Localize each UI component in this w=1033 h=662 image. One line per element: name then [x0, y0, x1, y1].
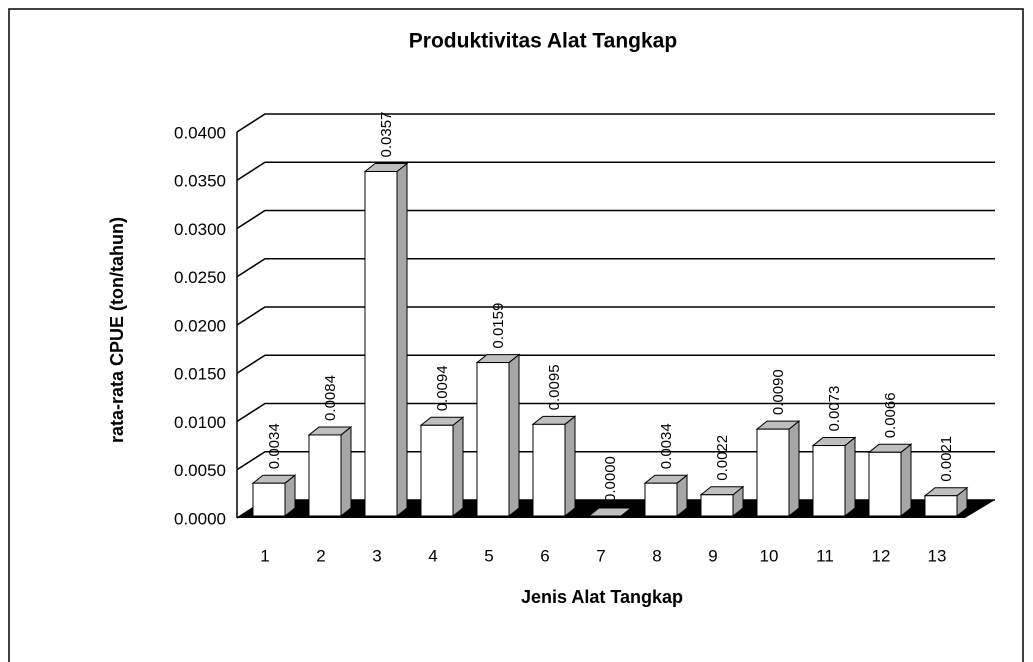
grid-line	[236, 209, 995, 230]
x-tick-label: 13	[928, 546, 947, 565]
x-tick-label: 8	[652, 546, 661, 565]
bar-face	[532, 423, 566, 517]
y-tick-label: 0.0300	[174, 220, 226, 239]
y-tick-label: 0.0200	[174, 316, 226, 335]
y-tick-label: 0.0350	[174, 172, 226, 191]
value-label: 0.0034	[266, 423, 283, 469]
bar	[867, 443, 913, 518]
bar	[587, 507, 633, 517]
bar	[251, 474, 297, 518]
bar-face	[812, 445, 846, 517]
bar	[419, 416, 465, 518]
grid-line	[236, 451, 995, 471]
grid-line	[236, 402, 995, 423]
y-tick-label: 0.0100	[174, 413, 226, 432]
y-tick-label: 0.0050	[174, 461, 226, 480]
y-tick-label: 0.0250	[174, 268, 226, 287]
bar-face	[420, 424, 454, 517]
bar-face	[700, 494, 734, 517]
value-label: 0.0090	[770, 369, 787, 415]
value-label: 0.0094	[434, 365, 451, 411]
x-tick-label: 3	[372, 546, 381, 565]
grid-line	[236, 161, 995, 181]
bar-face	[788, 420, 800, 518]
value-label: 0.0066	[882, 392, 899, 438]
chart-title: Produktivitas Alat Tangkap	[409, 30, 677, 53]
value-label: 0.0159	[490, 303, 507, 349]
bar-face	[868, 451, 902, 517]
x-tick-label: 2	[316, 546, 325, 565]
value-label: 0.0095	[546, 364, 563, 410]
x-tick-label: 7	[596, 546, 605, 565]
y-axis-title: rata-rata CPUE (ton/tahun)	[107, 217, 127, 443]
bar-face	[252, 482, 286, 517]
value-label: 0.0000	[602, 456, 619, 502]
y-tick-label: 0.0400	[174, 123, 226, 142]
grid-line	[236, 258, 995, 278]
bar	[475, 353, 521, 518]
bar-face	[756, 428, 790, 517]
bar	[531, 415, 577, 518]
bar	[643, 474, 689, 518]
bar-face	[900, 443, 912, 518]
bar	[363, 162, 409, 518]
bar-face	[452, 416, 464, 518]
grid-line	[236, 354, 995, 374]
value-label: 0.0034	[658, 423, 675, 469]
x-tick-label: 4	[428, 546, 437, 565]
x-tick-label: 12	[872, 546, 891, 565]
bar-face	[564, 415, 576, 518]
x-tick-label: 9	[708, 546, 717, 565]
value-label: 0.0021	[938, 436, 955, 482]
value-label: 0.0073	[826, 386, 843, 432]
bar-face	[924, 495, 958, 517]
bar-face	[587, 507, 633, 517]
x-tick-label: 6	[540, 546, 549, 565]
bar	[923, 486, 969, 518]
value-label: 0.0084	[322, 375, 339, 421]
x-tick-label: 5	[484, 546, 493, 565]
bar-face	[844, 436, 856, 518]
chart-border	[8, 8, 1024, 662]
x-axis-title: Jenis Alat Tangkap	[521, 587, 683, 607]
bar-face	[308, 434, 342, 517]
bar-face	[340, 425, 352, 518]
bar-face	[644, 482, 678, 517]
y-tick-label: 0.0150	[174, 365, 226, 384]
bar	[307, 425, 353, 518]
x-tick-label: 1	[260, 546, 269, 565]
value-label: 0.0357	[378, 112, 395, 158]
bar	[811, 436, 857, 518]
x-tick-label: 11	[816, 546, 834, 565]
bar-face	[476, 362, 510, 517]
bar	[755, 420, 801, 518]
y-tick-label: 0.0000	[174, 509, 226, 528]
x-tick-label: 10	[760, 546, 779, 565]
bar-face	[364, 170, 398, 517]
bar-face	[396, 162, 408, 518]
bar-face	[508, 353, 520, 518]
grid-line	[236, 113, 995, 133]
grid-line	[236, 306, 995, 326]
bar	[699, 485, 745, 518]
value-label: 0.0022	[714, 435, 731, 481]
